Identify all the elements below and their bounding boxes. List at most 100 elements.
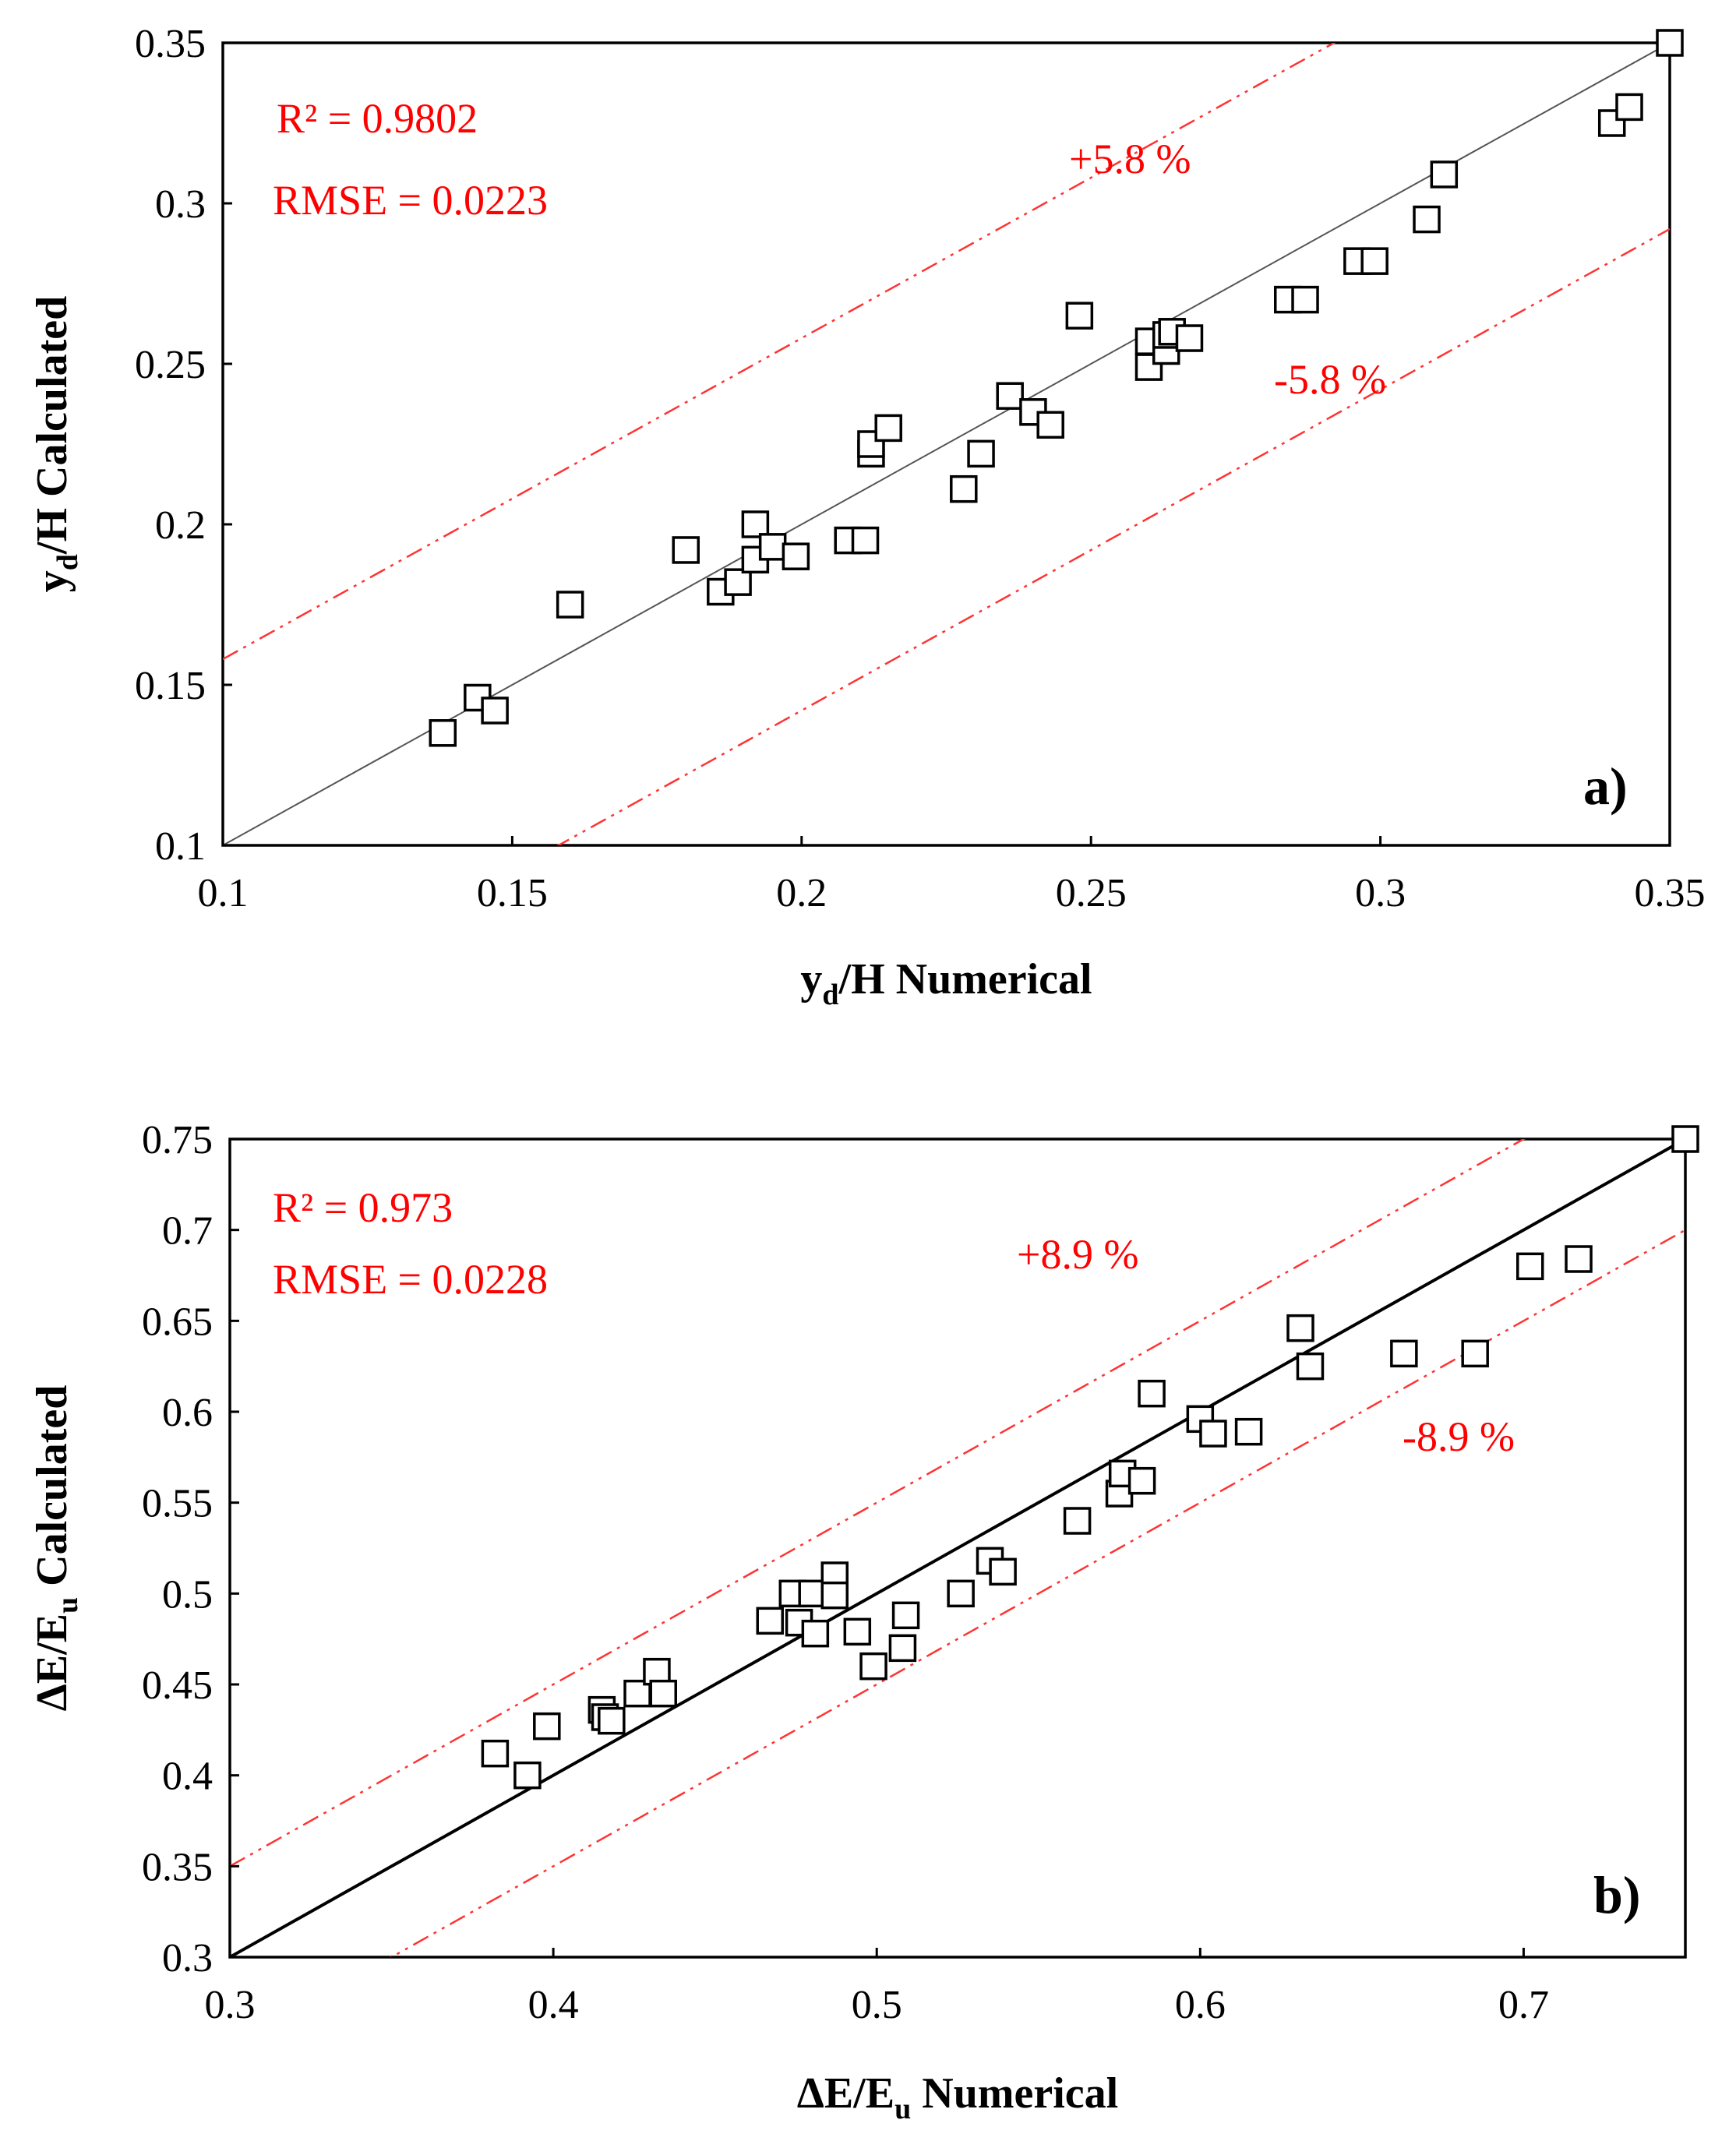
data-point bbox=[859, 1652, 887, 1681]
y-tick-label: 0.75 bbox=[142, 1118, 213, 1162]
upper-band-label: +8.9 % bbox=[1017, 1231, 1138, 1278]
y-tick-label: 0.35 bbox=[142, 1845, 213, 1889]
data-point bbox=[1390, 1339, 1418, 1368]
y-tick-label: 0.45 bbox=[142, 1663, 213, 1708]
data-point bbox=[1286, 1314, 1314, 1342]
y-tick-label: 0.3 bbox=[155, 182, 206, 227]
data-point bbox=[1291, 285, 1319, 314]
data-point bbox=[1036, 411, 1064, 439]
y-tick-label: 0.1 bbox=[155, 824, 206, 869]
data-point bbox=[513, 1761, 542, 1790]
data-point bbox=[1615, 93, 1643, 122]
data-point bbox=[741, 510, 770, 538]
data-point bbox=[758, 533, 787, 561]
data-point bbox=[989, 1557, 1017, 1586]
data-point bbox=[996, 382, 1024, 410]
x-tick-label: 0.7 bbox=[1498, 1983, 1549, 2027]
data-point bbox=[820, 1581, 849, 1610]
data-point bbox=[1565, 1245, 1593, 1273]
data-point bbox=[1515, 1252, 1544, 1281]
chart-a: 0.1 0.15 0.2 0.25 0.3 0.35 0.1 0.15 0.2 0.25 0.3 0.… bbox=[28, 22, 1706, 1011]
data-point bbox=[950, 474, 978, 503]
x-tick-label: 0.35 bbox=[1635, 871, 1706, 915]
data-point bbox=[756, 1607, 784, 1635]
panel-label: a) bbox=[1583, 757, 1628, 816]
lower-band-label: -8.9 % bbox=[1403, 1413, 1515, 1460]
plot-frame bbox=[228, 1138, 1687, 1959]
rmse-label: RMSE = 0.0223 bbox=[273, 177, 548, 224]
x-tick-label: 0.15 bbox=[477, 871, 548, 915]
x-tick-label: 0.25 bbox=[1056, 871, 1127, 915]
y-axis-label: ΔE/Eu Calculated bbox=[28, 1385, 84, 1712]
data-point bbox=[888, 1634, 917, 1663]
data-point bbox=[874, 414, 902, 443]
data-point bbox=[782, 542, 810, 570]
data-point bbox=[481, 1739, 510, 1768]
y-tick-label: 0.25 bbox=[135, 343, 206, 387]
upper-error-band bbox=[230, 1139, 1526, 1868]
y-tick-label: 0.4 bbox=[162, 1755, 213, 1799]
data-point bbox=[1656, 29, 1684, 57]
lower-band-label: -5.8 % bbox=[1274, 356, 1386, 403]
y-tick-label: 0.6 bbox=[162, 1391, 213, 1435]
identity-line bbox=[223, 43, 1670, 845]
data-point bbox=[801, 1619, 830, 1648]
data-point bbox=[1063, 1507, 1092, 1535]
y-axis-label: yd/H Calculated bbox=[28, 296, 84, 592]
data-point bbox=[556, 591, 584, 619]
chart-b: 0.3 0.4 0.5 0.6 0.7 0.3 0.35 0.4 0.45 0.5 0.55 0.6 0… bbox=[28, 1118, 1699, 2125]
data-point bbox=[798, 1579, 826, 1608]
data-point bbox=[598, 1706, 626, 1735]
data-point bbox=[947, 1579, 975, 1608]
plot-frame bbox=[221, 41, 1671, 847]
data-point bbox=[851, 526, 880, 555]
data-point bbox=[1413, 205, 1441, 234]
data-point bbox=[1296, 1352, 1325, 1381]
data-point bbox=[649, 1679, 677, 1708]
x-tick-label: 0.4 bbox=[528, 1983, 579, 2027]
data-point bbox=[1065, 302, 1094, 330]
data-point bbox=[891, 1601, 920, 1630]
data-point bbox=[1671, 1125, 1699, 1153]
y-tick-label: 0.15 bbox=[135, 664, 206, 708]
y-tick-label: 0.5 bbox=[162, 1572, 213, 1617]
r-squared-label: R² = 0.973 bbox=[273, 1184, 453, 1231]
y-tick-label: 0.35 bbox=[135, 22, 206, 66]
upper-band-label: +5.8 % bbox=[1069, 136, 1191, 182]
y-tick-label: 0.3 bbox=[162, 1936, 213, 1981]
panel-label: b) bbox=[1593, 1865, 1640, 1924]
x-tick-label: 0.6 bbox=[1175, 1983, 1226, 2027]
lower-error-band bbox=[556, 228, 1670, 845]
data-point bbox=[533, 1712, 561, 1741]
y-tick-label: 0.55 bbox=[142, 1482, 213, 1526]
y-tick-label: 0.65 bbox=[142, 1300, 213, 1344]
x-tick-label: 0.3 bbox=[205, 1983, 256, 2027]
x-axis-label: yd/H Numerical bbox=[800, 955, 1092, 1011]
r-squared-label: R² = 0.9802 bbox=[277, 95, 478, 142]
data-point bbox=[1138, 1379, 1166, 1408]
data-point bbox=[481, 697, 509, 725]
rmse-label: RMSE = 0.0228 bbox=[273, 1256, 548, 1303]
identity-line bbox=[230, 1139, 1685, 1957]
data-point bbox=[843, 1617, 872, 1646]
data-point bbox=[1199, 1420, 1227, 1448]
y-tick-label: 0.2 bbox=[155, 503, 206, 548]
x-axis-label: ΔE/Eu Numerical bbox=[797, 2069, 1118, 2125]
data-point bbox=[1360, 247, 1388, 275]
x-tick-label: 0.3 bbox=[1355, 871, 1406, 915]
x-tick-label: 0.2 bbox=[776, 871, 827, 915]
data-point bbox=[1234, 1417, 1263, 1446]
data-point bbox=[724, 568, 752, 596]
data-point bbox=[1461, 1339, 1489, 1368]
y-tick-label: 0.7 bbox=[162, 1209, 213, 1254]
data-point bbox=[1175, 324, 1204, 352]
x-tick-label: 0.5 bbox=[852, 1983, 902, 2027]
lower-error-band bbox=[390, 1229, 1685, 1957]
data-point bbox=[429, 719, 457, 747]
data-point bbox=[1430, 160, 1459, 189]
data-point bbox=[1127, 1466, 1156, 1495]
x-tick-label: 0.1 bbox=[198, 871, 249, 915]
data-point bbox=[967, 439, 995, 468]
data-point bbox=[672, 536, 700, 564]
